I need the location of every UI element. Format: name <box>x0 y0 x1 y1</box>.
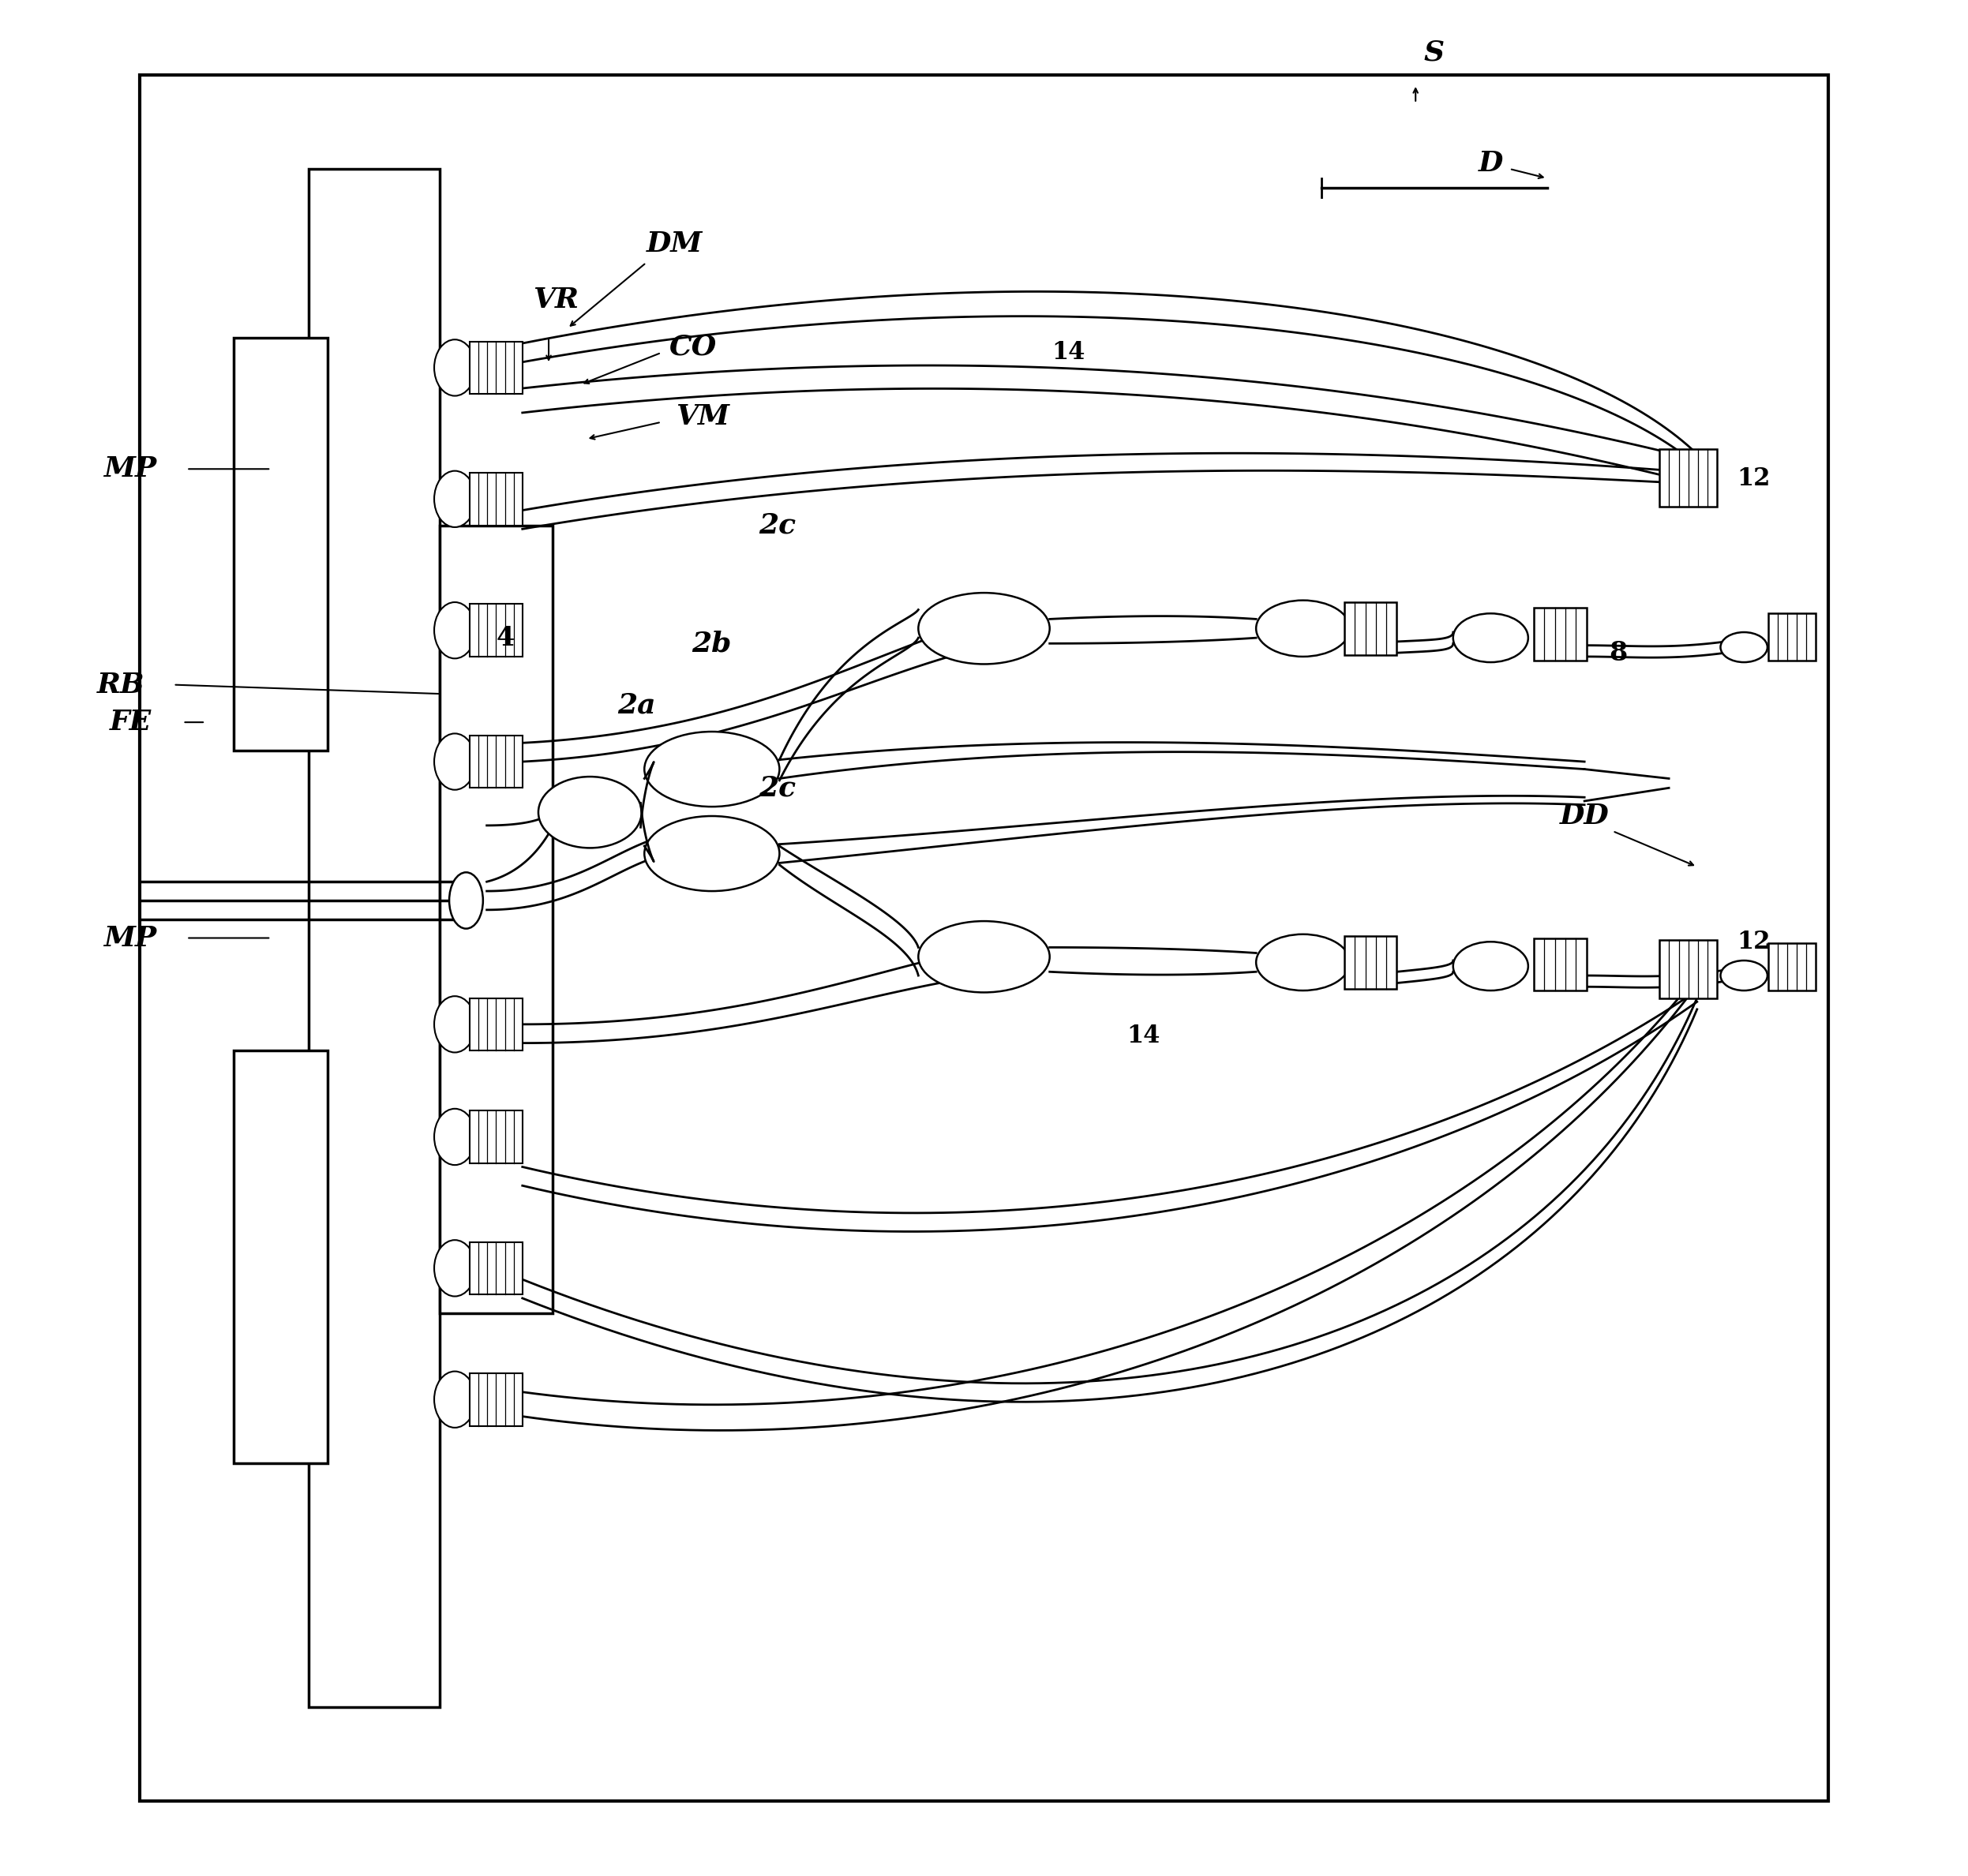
Ellipse shape <box>1452 942 1529 991</box>
Ellipse shape <box>435 471 476 527</box>
Ellipse shape <box>435 1371 476 1428</box>
Ellipse shape <box>644 732 779 807</box>
Text: DD: DD <box>1561 803 1610 829</box>
Text: S: S <box>1425 39 1445 66</box>
Ellipse shape <box>919 593 1049 664</box>
FancyBboxPatch shape <box>439 525 553 1313</box>
Ellipse shape <box>539 777 642 848</box>
Text: MP: MP <box>104 925 157 951</box>
Text: 2a: 2a <box>618 692 655 719</box>
Bar <box>470 473 522 525</box>
Text: VR: VR <box>533 287 579 313</box>
Text: 2b: 2b <box>693 630 732 657</box>
Bar <box>470 341 522 394</box>
FancyBboxPatch shape <box>309 169 439 1707</box>
Ellipse shape <box>919 921 1049 992</box>
Ellipse shape <box>1720 961 1767 991</box>
Ellipse shape <box>449 872 482 929</box>
Text: 14: 14 <box>1128 1022 1161 1049</box>
FancyBboxPatch shape <box>234 1051 327 1463</box>
Bar <box>470 604 522 657</box>
Bar <box>1344 602 1397 655</box>
Text: 14: 14 <box>1051 340 1084 366</box>
Text: 4: 4 <box>496 625 516 651</box>
Ellipse shape <box>435 1109 476 1165</box>
Ellipse shape <box>435 996 476 1052</box>
Text: 12: 12 <box>1736 465 1769 492</box>
FancyBboxPatch shape <box>140 75 1828 1801</box>
Ellipse shape <box>644 816 779 891</box>
Text: DM: DM <box>646 231 703 257</box>
Ellipse shape <box>1720 632 1767 662</box>
Ellipse shape <box>435 1240 476 1296</box>
Bar <box>1769 944 1816 991</box>
Ellipse shape <box>435 602 476 658</box>
Bar <box>470 1373 522 1426</box>
Text: 2c: 2c <box>760 775 797 801</box>
Ellipse shape <box>435 340 476 396</box>
Bar <box>1533 938 1586 991</box>
Text: MP: MP <box>104 456 157 482</box>
Bar <box>1659 940 1718 998</box>
Text: D: D <box>1478 150 1504 176</box>
Bar <box>1344 936 1397 989</box>
Bar <box>470 735 522 788</box>
Bar <box>470 1111 522 1163</box>
Bar <box>470 998 522 1051</box>
Text: RB: RB <box>96 672 146 698</box>
Ellipse shape <box>1256 600 1350 657</box>
Text: VM: VM <box>675 403 730 430</box>
Ellipse shape <box>1452 613 1529 662</box>
Bar <box>1533 608 1586 660</box>
FancyBboxPatch shape <box>234 338 327 750</box>
Ellipse shape <box>1256 934 1350 991</box>
Text: CO: CO <box>669 334 716 360</box>
Text: 8: 8 <box>1610 640 1628 666</box>
Bar <box>1769 613 1816 660</box>
Text: 2c: 2c <box>760 512 797 538</box>
Bar <box>1659 448 1718 507</box>
Text: 12: 12 <box>1736 929 1769 955</box>
Text: FE: FE <box>110 709 152 735</box>
Ellipse shape <box>435 734 476 790</box>
Bar <box>470 1242 522 1294</box>
